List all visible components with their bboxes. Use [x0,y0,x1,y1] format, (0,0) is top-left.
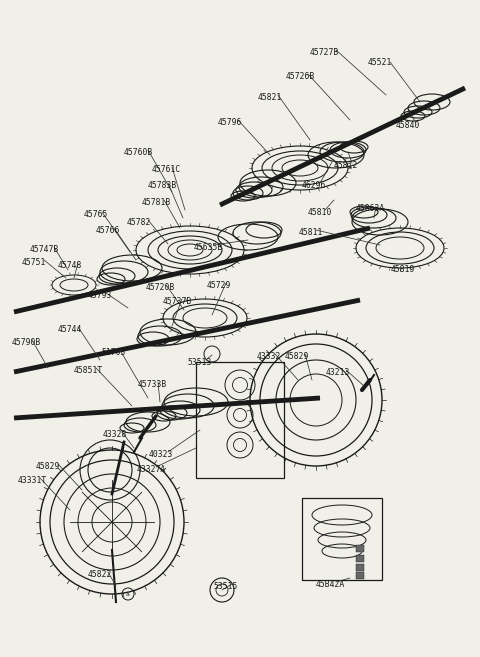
Text: 45782: 45782 [127,218,151,227]
Text: 45733B: 45733B [138,380,167,389]
Bar [356,545,364,552]
Text: 45635B: 45635B [194,243,223,252]
Text: 45751: 45751 [22,258,47,267]
Text: 45819: 45819 [391,265,415,274]
Text: 45840: 45840 [396,121,420,130]
Text: 51703: 51703 [102,348,126,357]
Text: 45851T: 45851T [74,366,103,375]
Text: 45727B: 45727B [310,48,339,57]
Text: 45B42A: 45B42A [316,580,345,589]
Text: 45821: 45821 [258,93,282,102]
Text: 45796: 45796 [218,118,242,127]
Text: 45765: 45765 [84,210,108,219]
Text: 45790B: 45790B [12,338,41,347]
Text: 45793: 45793 [88,291,112,300]
Text: 45829: 45829 [36,462,60,471]
Text: 45737B: 45737B [163,297,192,306]
Text: 45766: 45766 [96,226,120,235]
Text: 45863A: 45863A [356,204,385,213]
Text: 45781B: 45781B [142,198,171,207]
Text: 43327A: 43327A [137,465,166,474]
Text: 45829: 45829 [285,352,310,361]
Text: 45720B: 45720B [146,283,175,292]
Text: 45822: 45822 [88,570,112,579]
Text: 45760B: 45760B [124,148,153,157]
Text: 45810: 45810 [308,208,332,217]
Text: 43332: 43332 [257,352,281,361]
Text: 53513: 53513 [188,358,212,367]
Text: 45812: 45812 [334,161,359,170]
Text: 45726B: 45726B [286,72,315,81]
Text: 45761C: 45761C [152,165,181,174]
Text: 40323: 40323 [149,450,173,459]
Text: 45521: 45521 [368,58,392,67]
Text: 45783B: 45783B [148,181,177,190]
Text: 43213: 43213 [326,368,350,377]
Bar [356,564,364,571]
Bar [356,555,364,562]
Text: 46296: 46296 [302,181,326,190]
Text: 45744: 45744 [58,325,83,334]
Bar [196,362,284,478]
Text: 43331T: 43331T [18,476,47,485]
Text: 53515: 53515 [213,582,238,591]
Text: 45747B: 45747B [30,245,59,254]
Text: 43328: 43328 [103,430,127,439]
Text: 45811: 45811 [299,228,324,237]
Bar [356,572,364,579]
Bar [302,498,382,580]
Text: 45748: 45748 [58,261,83,270]
Text: 45729: 45729 [207,281,231,290]
Text: a: a [126,591,130,597]
